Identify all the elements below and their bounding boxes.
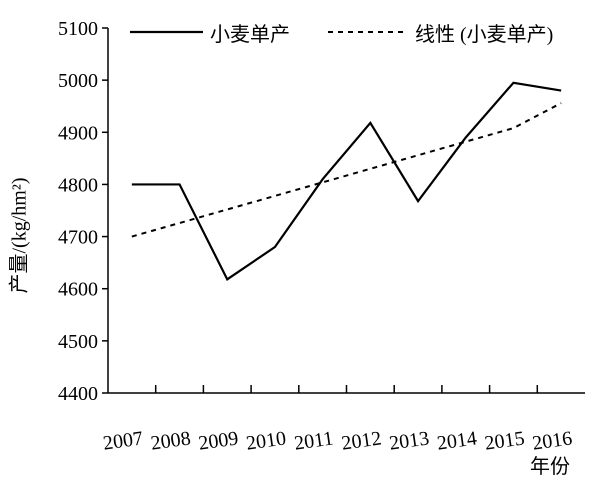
y-tick-label: 4900	[58, 122, 98, 144]
series-line-1	[131, 81, 562, 281]
x-tick-label: 2014	[436, 427, 479, 454]
y-tick-label: 4500	[58, 331, 98, 353]
x-axis-title: 年份	[530, 456, 570, 478]
x-tick-label: 2008	[149, 427, 192, 454]
y-tick-label: 5000	[58, 70, 98, 92]
x-tick-label: 2010	[245, 427, 288, 454]
x-tick-label: 2013	[388, 427, 431, 454]
y-tick-label: 4700	[58, 227, 98, 249]
series-line-2	[131, 102, 562, 238]
legend-label-series-1: 小麦单产	[210, 24, 290, 46]
x-tick-label: 2012	[340, 427, 383, 454]
y-tick-label: 4600	[58, 279, 98, 301]
y-tick-label: 4800	[58, 174, 98, 196]
x-tick-label: 2009	[197, 427, 240, 454]
x-tick-label: 2015	[483, 427, 526, 454]
x-tick-label: 2007	[102, 427, 145, 454]
x-tick-label: 2011	[293, 427, 335, 454]
y-axis-title: 产量/(kg/hm²)	[8, 177, 31, 293]
y-tick-label: 4400	[58, 383, 98, 405]
y-tick-label: 5100	[58, 18, 98, 40]
legend-label-series-2: 线性 (小麦单产)	[415, 24, 554, 46]
y-axis-title-wrap: 产量/(kg/hm²)	[2, 150, 32, 320]
